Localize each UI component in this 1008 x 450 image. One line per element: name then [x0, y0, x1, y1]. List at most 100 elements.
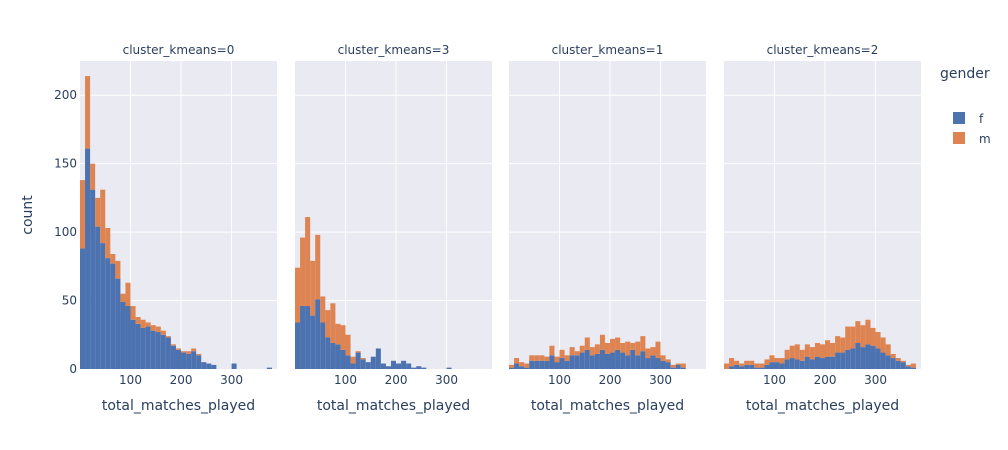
bar-f: [589, 355, 595, 369]
bar-f: [865, 344, 871, 369]
bar-f: [794, 359, 800, 369]
bar-f: [754, 367, 760, 369]
bar-f: [140, 327, 146, 369]
bar-m: [534, 355, 540, 361]
bar-f: [380, 363, 386, 369]
bar-m: [554, 356, 560, 363]
legend-title: gender: [940, 66, 990, 82]
bar-f: [880, 352, 886, 369]
bar-m: [599, 334, 605, 350]
bar-f: [390, 360, 397, 369]
bar-m: [655, 341, 661, 359]
bar-f: [90, 189, 96, 369]
bar-f: [539, 360, 545, 369]
bar-m: [549, 345, 555, 356]
bar-f: [655, 358, 661, 369]
bar-m: [875, 332, 881, 349]
bar-m: [910, 363, 916, 368]
bar-f: [105, 258, 111, 369]
bar-f: [145, 326, 151, 369]
bar-f: [734, 364, 740, 369]
bar-f: [675, 364, 681, 369]
bar-f: [814, 356, 820, 369]
bar-f: [559, 358, 565, 369]
bar-f: [186, 353, 192, 369]
bar-m: [170, 344, 176, 346]
bar-f: [630, 349, 636, 369]
bar-f: [825, 356, 831, 369]
bar-f: [335, 344, 341, 369]
bar-m: [804, 344, 810, 357]
bar-m: [900, 360, 906, 363]
bar-f: [660, 360, 666, 369]
bar-f: [885, 355, 891, 369]
x-tick-label: 300: [864, 373, 887, 387]
bar-m: [110, 254, 116, 264]
bar-f: [850, 348, 856, 369]
bar-f: [514, 363, 520, 369]
bar-m: [739, 363, 745, 367]
bar-f: [524, 367, 530, 369]
bar-m: [774, 358, 780, 363]
bar-f: [739, 366, 745, 369]
bar-f: [401, 360, 407, 369]
bar-f: [610, 352, 616, 369]
panel-title: cluster_kmeans=2: [767, 43, 879, 57]
bar-m: [529, 355, 535, 361]
bar-f: [900, 362, 906, 369]
bar-m: [539, 355, 545, 361]
x-tick-label: 200: [814, 373, 837, 387]
bar-f: [375, 348, 381, 369]
bar-m: [355, 351, 361, 353]
bar-f: [855, 342, 861, 369]
bar-f: [191, 351, 197, 369]
legend-swatch-f: [953, 112, 965, 124]
bar-m: [825, 340, 831, 357]
bar-m: [140, 319, 146, 328]
bar-m: [320, 296, 326, 323]
bar-m: [814, 342, 820, 357]
bar-f: [809, 359, 815, 369]
bar-f: [625, 355, 631, 369]
bar-m: [584, 337, 590, 350]
bar-m: [165, 336, 171, 338]
bar-f: [764, 364, 770, 369]
facet-panel-3: cluster_kmeans=2 100 200 300 total_matches_p…: [724, 43, 921, 414]
bar-m: [191, 348, 197, 352]
bar-m: [724, 363, 730, 369]
bar-m: [769, 355, 775, 363]
bar-f: [130, 319, 136, 369]
bar-m: [155, 326, 161, 333]
bar-f: [549, 355, 555, 369]
bar-f: [350, 363, 356, 369]
bar-f: [360, 359, 366, 369]
y-tick-label: 100: [54, 225, 77, 239]
bar-m: [799, 349, 805, 361]
bar-m: [729, 358, 735, 367]
bar-m: [519, 362, 525, 367]
bar-m: [514, 358, 520, 364]
bar-m: [890, 353, 896, 359]
bar-m: [175, 348, 182, 350]
bar-m: [295, 267, 301, 323]
panels-layer: cluster_kmeans=0 100 200 300 total_matches_p…: [54, 43, 921, 414]
bar-f: [569, 355, 575, 369]
bar-f: [330, 342, 336, 369]
bar-m: [794, 344, 800, 360]
bar-m: [574, 351, 580, 356]
bar-m: [784, 349, 790, 360]
bar-m: [160, 330, 166, 335]
bar-f: [305, 306, 311, 369]
bar-f: [749, 364, 755, 369]
bar-f: [579, 352, 585, 369]
bar-f: [615, 349, 621, 369]
bar-m: [860, 325, 866, 348]
bar-m: [360, 358, 366, 360]
x-axis-title: total_matches_played: [531, 398, 684, 414]
bar-f: [370, 356, 376, 369]
bar-f: [665, 362, 671, 369]
bar-m: [830, 342, 836, 357]
bar-f: [584, 349, 590, 369]
bar-f: [604, 353, 611, 369]
bar-f: [300, 306, 306, 369]
